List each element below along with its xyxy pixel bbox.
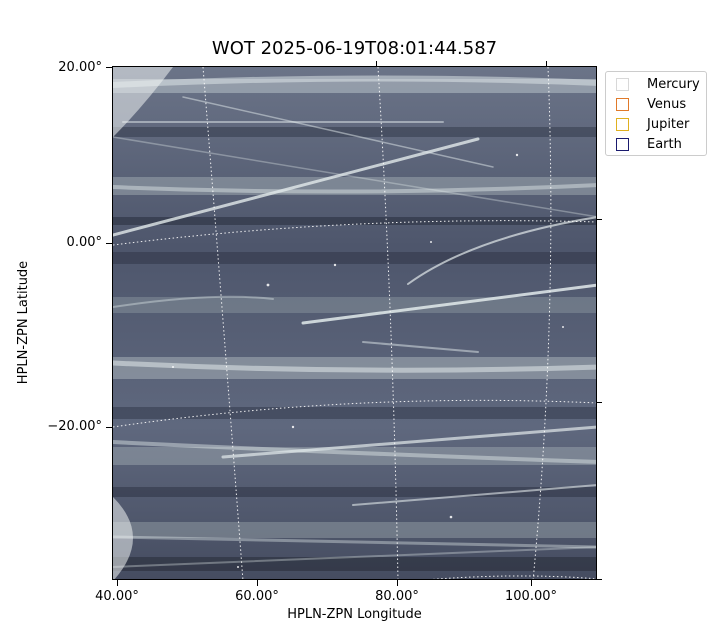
xtick-mark [117,580,118,586]
legend-label: Venus [647,96,687,112]
legend-swatch [616,97,629,111]
xtick-label: 100.00° [505,589,557,604]
xtick-mark [257,580,258,586]
legend-label: Jupiter [647,116,690,132]
ytick-mark [106,243,112,244]
ytick-mark [106,427,112,428]
sky-image [112,66,597,580]
streak-image [113,67,596,579]
xtick-mark [531,580,532,586]
plot-title: WOT 2025-06-19T08:01:44.587 [211,38,498,59]
ytick-mark-right [597,219,602,220]
ytick-mark [106,67,112,68]
legend-swatch [616,77,629,91]
legend-item-earth: Earth [616,136,682,152]
ytick-mark-right [597,402,602,403]
xtick-mark-top [376,61,377,66]
xtick-mark-top [546,61,547,66]
y-axis-label: HPLN-ZPN Latitude [16,260,32,385]
xtick-label: 60.00° [235,589,279,604]
legend-swatch [616,137,629,151]
ytick-label: 0.00° [66,235,102,250]
xtick-label: 80.00° [375,589,419,604]
legend-label: Earth [647,136,682,152]
legend: Mercury Venus Jupiter Earth [605,71,707,156]
ytick-mark-right [597,579,602,580]
legend-label: Mercury [647,76,700,92]
ytick-label: −20.00° [47,419,102,434]
x-axis-label: HPLN-ZPN Longitude [287,607,422,622]
ytick-label: 20.00° [58,60,102,75]
legend-item-venus: Venus [616,96,686,112]
xtick-label: 40.00° [95,589,139,604]
xtick-mark [397,580,398,586]
legend-item-jupiter: Jupiter [616,116,689,132]
legend-swatch [616,117,629,131]
legend-item-mercury: Mercury [616,76,700,92]
